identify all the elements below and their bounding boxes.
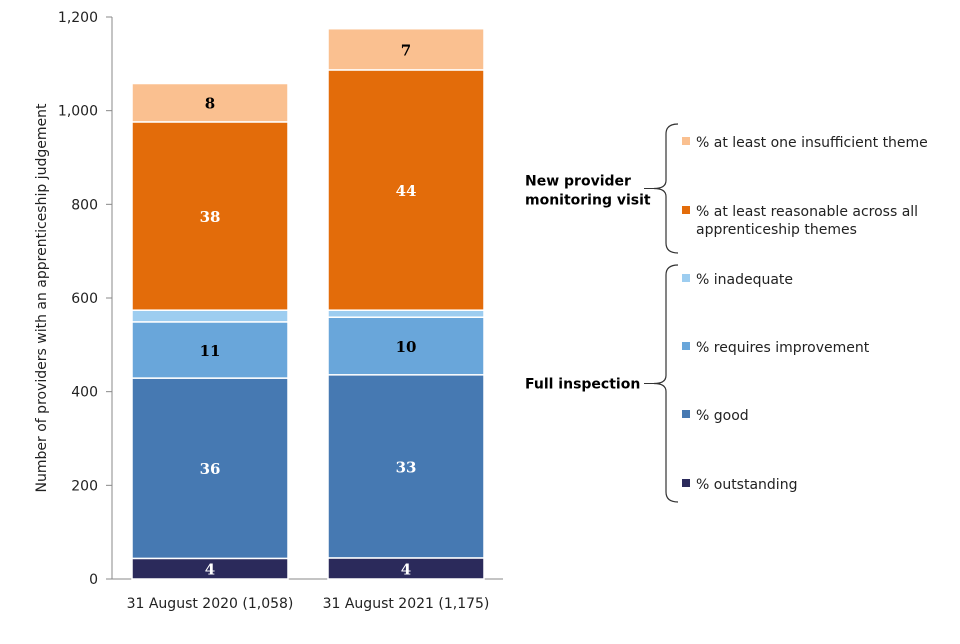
y-tick-label: 1,200 <box>58 10 98 26</box>
legend-label: % good <box>696 408 749 424</box>
x-tick-label: 31 August 2021 (1,175) <box>323 596 490 612</box>
legend-swatch <box>682 479 690 487</box>
bar-segment <box>327 316 485 376</box>
data-label: 11 <box>200 342 221 360</box>
data-label: 7 <box>401 41 411 59</box>
y-tick-label: 600 <box>71 291 98 307</box>
legend-label: % inadequate <box>696 272 793 288</box>
bar-segment <box>327 374 485 559</box>
legend-swatch <box>682 342 690 350</box>
bar-segment <box>131 309 289 323</box>
data-label: 44 <box>396 182 417 200</box>
bar-segment <box>131 82 289 123</box>
legend-group-title: Full inspection <box>525 377 640 393</box>
legend-brace <box>653 264 679 503</box>
legend-label: % requires improvement <box>696 340 870 356</box>
data-label: 33 <box>396 458 417 476</box>
y-tick-label: 200 <box>71 478 98 494</box>
x-tick-label: 31 August 2020 (1,058) <box>127 596 294 612</box>
data-label: 4 <box>205 561 215 579</box>
legend-label: % at least reasonable across all <box>696 204 918 220</box>
legend-label: % at least one insufficient theme <box>696 135 928 151</box>
legend-group-title: New provider <box>525 174 631 190</box>
data-label: 38 <box>200 208 221 226</box>
data-label: 8 <box>205 95 215 113</box>
legend-label: apprenticeship themes <box>696 222 857 238</box>
legend-swatch <box>682 410 690 418</box>
bar-segment <box>327 27 485 71</box>
bar-segment <box>327 309 485 318</box>
data-label: 10 <box>396 338 417 356</box>
y-axis-label: Number of providers with an apprenticesh… <box>34 103 50 492</box>
legend-brace <box>653 123 679 254</box>
legend-swatch <box>682 206 690 214</box>
data-label: 4 <box>401 560 411 578</box>
y-tick-label: 400 <box>71 385 98 401</box>
legend-swatch <box>682 137 690 145</box>
legend-swatch <box>682 274 690 282</box>
y-tick-label: 0 <box>89 572 98 588</box>
data-label: 36 <box>200 460 221 478</box>
legend-label: % outstanding <box>696 477 797 493</box>
y-tick-label: 800 <box>71 197 98 213</box>
y-tick-label: 1,000 <box>58 104 98 120</box>
legend-group-title: monitoring visit <box>525 193 651 209</box>
bar-segment <box>131 377 289 560</box>
